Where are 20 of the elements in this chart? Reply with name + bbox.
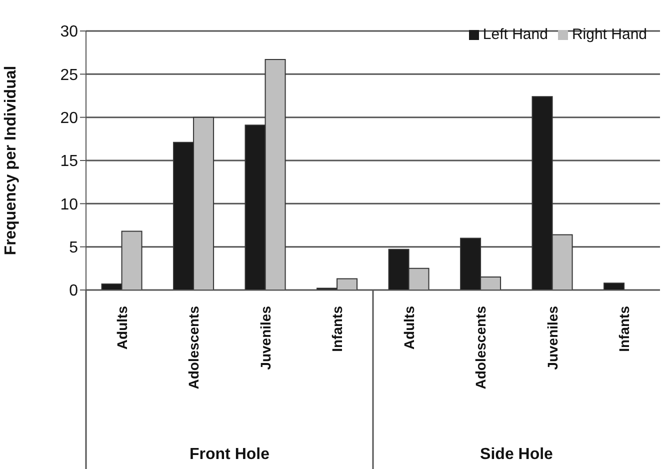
text: Front Hole [190, 446, 270, 463]
x-tick-label: Juveniles [544, 306, 560, 370]
legend-label: Left Hand [482, 26, 548, 43]
x-tick-label: Infants [616, 306, 632, 352]
y-tick-label: 20 [60, 110, 78, 128]
x-tick-label: Infants [329, 306, 346, 352]
y-tick-label: 25 [60, 66, 78, 84]
y-tick-label: 30 [60, 24, 78, 41]
y-tick-label: 5 [69, 240, 78, 257]
text: Side Hole [480, 446, 554, 463]
x-tick-label: Adolescents [472, 306, 489, 390]
y-tick-label: 15 [60, 153, 78, 170]
x-tick-label: Adults [114, 306, 130, 350]
y-axis-title: Frequency per Individual [2, 66, 20, 256]
x-tick-label: Adolescents [186, 306, 202, 390]
y-tick-label: 10 [60, 196, 78, 214]
legend-label: Right Hand [572, 26, 647, 43]
x-tick-label: Adults [400, 306, 417, 350]
x-tick-label: Juveniles [257, 306, 274, 370]
y-tick-label: 0 [69, 282, 78, 300]
